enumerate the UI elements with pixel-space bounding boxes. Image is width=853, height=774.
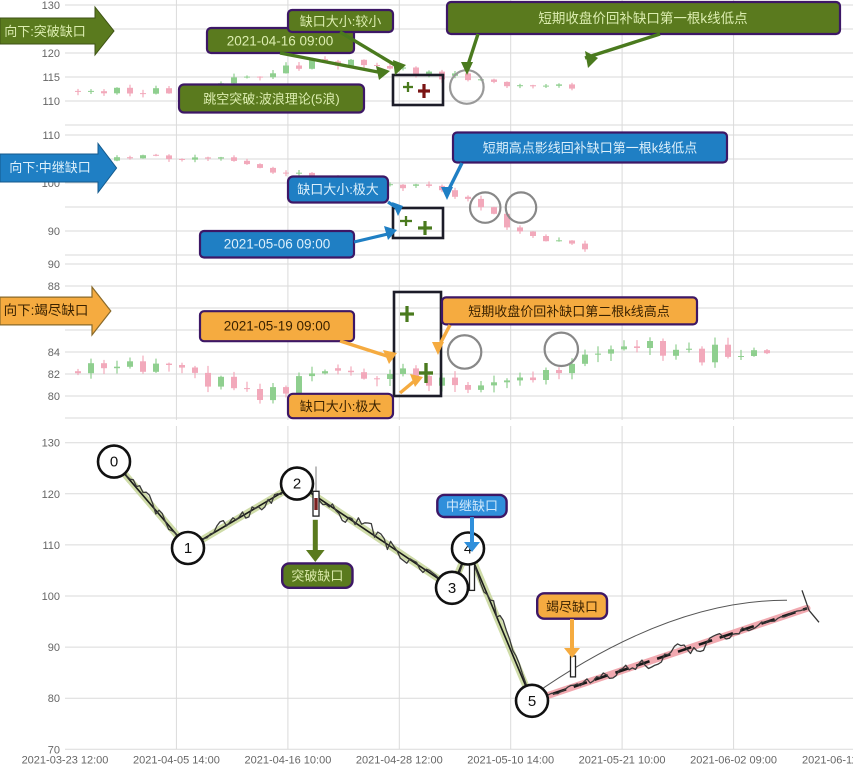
svg-text:向下:突破缺口: 向下:突破缺口 <box>4 24 86 39</box>
svg-text:2021-04-05 14:00: 2021-04-05 14:00 <box>133 754 220 766</box>
svg-text:2021-04-28 12:00: 2021-04-28 12:00 <box>356 754 443 766</box>
svg-text:2021-06-02 09:00: 2021-06-02 09:00 <box>690 754 777 766</box>
svg-text:80: 80 <box>48 391 60 403</box>
svg-text:跳空突破:波浪理论(5浪): 跳空突破:波浪理论(5浪) <box>203 92 340 107</box>
svg-text:130: 130 <box>42 0 60 12</box>
svg-text:中继缺口: 中继缺口 <box>446 499 498 514</box>
svg-text:1: 1 <box>184 540 192 557</box>
svg-text:缺口大小:较小: 缺口大小:较小 <box>300 14 382 29</box>
svg-text:90: 90 <box>48 226 60 238</box>
svg-text:突破缺口: 突破缺口 <box>291 569 343 584</box>
svg-text:110: 110 <box>42 130 60 142</box>
svg-text:90: 90 <box>48 259 60 271</box>
svg-text:2021-05-21 10:00: 2021-05-21 10:00 <box>579 754 666 766</box>
svg-text:2021-05-10 14:00: 2021-05-10 14:00 <box>467 754 554 766</box>
svg-text:向下:竭尽缺口: 向下:竭尽缺口 <box>4 303 89 318</box>
svg-text:120: 120 <box>42 489 60 501</box>
svg-text:缺口大小:极大: 缺口大小:极大 <box>297 182 379 197</box>
svg-text:82: 82 <box>48 369 60 381</box>
svg-text:2021-03-23 12:00: 2021-03-23 12:00 <box>22 754 109 766</box>
svg-text:80: 80 <box>48 693 60 705</box>
svg-text:短期收盘价回补缺口第二根k线高点: 短期收盘价回补缺口第二根k线高点 <box>468 304 670 319</box>
svg-text:缺口大小:极大: 缺口大小:极大 <box>300 399 382 414</box>
svg-text:5: 5 <box>528 693 536 710</box>
svg-text:90: 90 <box>48 642 60 654</box>
svg-text:3: 3 <box>448 580 456 597</box>
svg-text:0: 0 <box>110 454 118 471</box>
svg-text:2021-04-16 09:00: 2021-04-16 09:00 <box>227 34 334 49</box>
svg-text:短期高点影线回补缺口第一根k线低点: 短期高点影线回补缺口第一根k线低点 <box>483 141 698 156</box>
svg-text:110: 110 <box>42 96 60 108</box>
svg-text:向下:中继缺口: 向下:中继缺口 <box>9 160 91 175</box>
svg-text:竭尽缺口: 竭尽缺口 <box>546 600 598 615</box>
svg-text:100: 100 <box>42 591 60 603</box>
svg-text:120: 120 <box>42 48 60 60</box>
svg-text:2021-06-11 10:00: 2021-06-11 10:00 <box>802 754 853 766</box>
svg-text:2021-05-19 09:00: 2021-05-19 09:00 <box>224 319 331 334</box>
svg-text:130: 130 <box>42 438 60 450</box>
svg-text:88: 88 <box>48 281 60 293</box>
svg-text:84: 84 <box>48 347 60 359</box>
svg-text:2021-05-06 09:00: 2021-05-06 09:00 <box>224 237 331 252</box>
svg-text:2021-04-16 10:00: 2021-04-16 10:00 <box>244 754 331 766</box>
svg-text:110: 110 <box>42 540 60 552</box>
svg-text:115: 115 <box>42 72 60 84</box>
svg-text:2: 2 <box>293 476 301 493</box>
svg-text:短期收盘价回补缺口第一根k线低点: 短期收盘价回补缺口第一根k线低点 <box>538 10 747 26</box>
